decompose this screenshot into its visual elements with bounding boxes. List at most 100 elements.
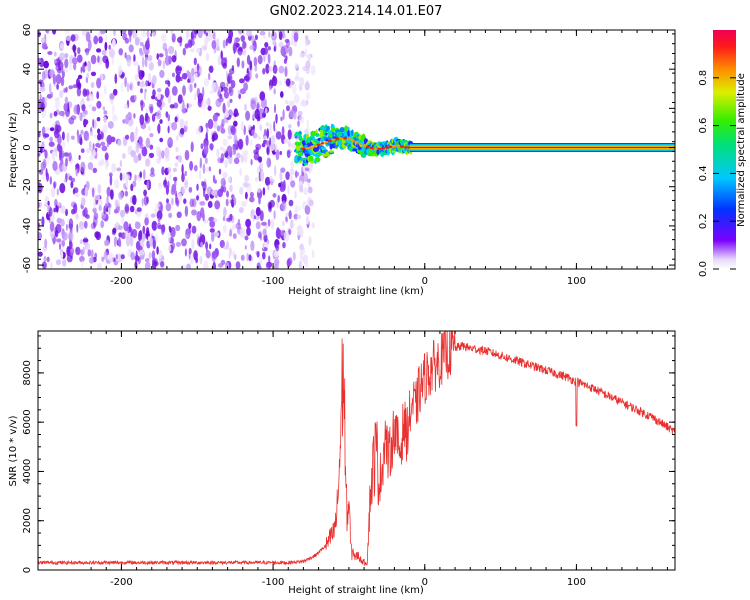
- noise-blob: [157, 59, 162, 67]
- noise-blob: [125, 114, 129, 125]
- signal-core-blob: [301, 147, 306, 151]
- noise-blob: [126, 59, 132, 67]
- noise-blob: [222, 224, 227, 233]
- noise-blob: [246, 54, 251, 65]
- noise-blob: [102, 106, 106, 111]
- noise-blob: [283, 58, 287, 64]
- noise-blob: [304, 35, 309, 41]
- noise-blob: [55, 230, 59, 238]
- noise-blob: [184, 120, 189, 127]
- noise-blob: [38, 251, 43, 257]
- noise-blob: [307, 53, 312, 62]
- noise-blob: [259, 31, 266, 36]
- noise-blob: [273, 120, 276, 132]
- noise-blob: [146, 37, 150, 45]
- noise-blob: [249, 196, 255, 203]
- noise-blob: [73, 203, 78, 214]
- noise-blob: [119, 160, 122, 168]
- noise-blob: [268, 124, 273, 134]
- noise-blob: [75, 246, 81, 256]
- noise-blob: [211, 134, 215, 142]
- noise-blob: [130, 131, 135, 143]
- signal-blob: [326, 125, 330, 131]
- noise-blob: [255, 206, 261, 217]
- noise-blob: [232, 223, 237, 230]
- noise-blob: [189, 198, 195, 208]
- noise-blob: [146, 180, 150, 190]
- noise-blob: [182, 85, 186, 96]
- noise-blob: [156, 53, 159, 60]
- noise-blob: [259, 91, 266, 101]
- noise-blob: [172, 72, 175, 78]
- noise-blob: [41, 42, 48, 50]
- noise-blob: [45, 168, 48, 178]
- noise-blob: [104, 41, 108, 51]
- noise-blob: [96, 48, 102, 53]
- noise-blob: [94, 194, 100, 201]
- noise-blob: [220, 123, 224, 130]
- noise-blob: [87, 162, 94, 170]
- spectrogram-y-axis-label: Frequency (Hz): [8, 112, 19, 188]
- noise-blob: [75, 168, 78, 177]
- signal-core-blob: [343, 136, 348, 140]
- noise-blob: [103, 116, 107, 123]
- noise-blob: [227, 135, 233, 140]
- noise-blob: [217, 263, 224, 268]
- noise-blob: [274, 103, 276, 114]
- noise-blob: [299, 249, 304, 260]
- noise-blob: [250, 240, 255, 252]
- noise-blob: [143, 169, 146, 180]
- noise-blob: [98, 160, 103, 167]
- noise-blob: [111, 163, 117, 173]
- noise-blob: [118, 225, 123, 230]
- noise-blob: [178, 155, 182, 163]
- noise-blob: [304, 254, 308, 263]
- noise-blob: [174, 116, 178, 123]
- noise-blob: [262, 251, 266, 260]
- noise-blob: [135, 250, 138, 261]
- signal-blob: [308, 155, 314, 163]
- noise-blob: [96, 91, 100, 100]
- noise-blob: [104, 239, 110, 247]
- noise-blob: [249, 45, 255, 50]
- noise-blob: [284, 66, 288, 78]
- noise-blob: [103, 250, 108, 260]
- noise-blob: [47, 200, 50, 206]
- noise-blob: [166, 198, 169, 204]
- noise-blob: [254, 34, 258, 40]
- noise-blob: [90, 54, 97, 65]
- noise-blob: [68, 117, 75, 125]
- noise-blob: [288, 228, 292, 236]
- noise-blob: [168, 45, 175, 55]
- noise-blob: [53, 207, 57, 213]
- noise-blob: [155, 203, 161, 208]
- noise-blob: [69, 247, 75, 255]
- noise-blob: [39, 93, 42, 101]
- noise-blob: [271, 31, 277, 41]
- noise-blob: [195, 256, 199, 264]
- noise-blob: [268, 255, 271, 264]
- noise-blob: [278, 41, 284, 48]
- noise-blob: [274, 165, 277, 177]
- noise-blob: [143, 195, 149, 206]
- noise-blob: [89, 131, 93, 137]
- noise-blob: [112, 88, 118, 96]
- noise-blob: [148, 61, 154, 71]
- noise-blob: [101, 145, 108, 152]
- noise-blob: [129, 205, 135, 213]
- noise-blob: [167, 137, 174, 149]
- noise-blob: [158, 182, 163, 189]
- noise-blob: [248, 254, 252, 261]
- y-tick-label: 6000: [22, 409, 33, 434]
- noise-blob: [260, 163, 264, 170]
- noise-blob: [164, 147, 170, 158]
- noise-blob: [285, 78, 291, 87]
- noise-blob: [273, 88, 276, 95]
- noise-blob: [226, 190, 229, 198]
- noise-blob: [112, 38, 116, 48]
- noise-blob: [112, 114, 118, 122]
- noise-blob: [150, 167, 155, 175]
- noise-blob: [296, 225, 302, 232]
- noise-blob: [258, 108, 265, 120]
